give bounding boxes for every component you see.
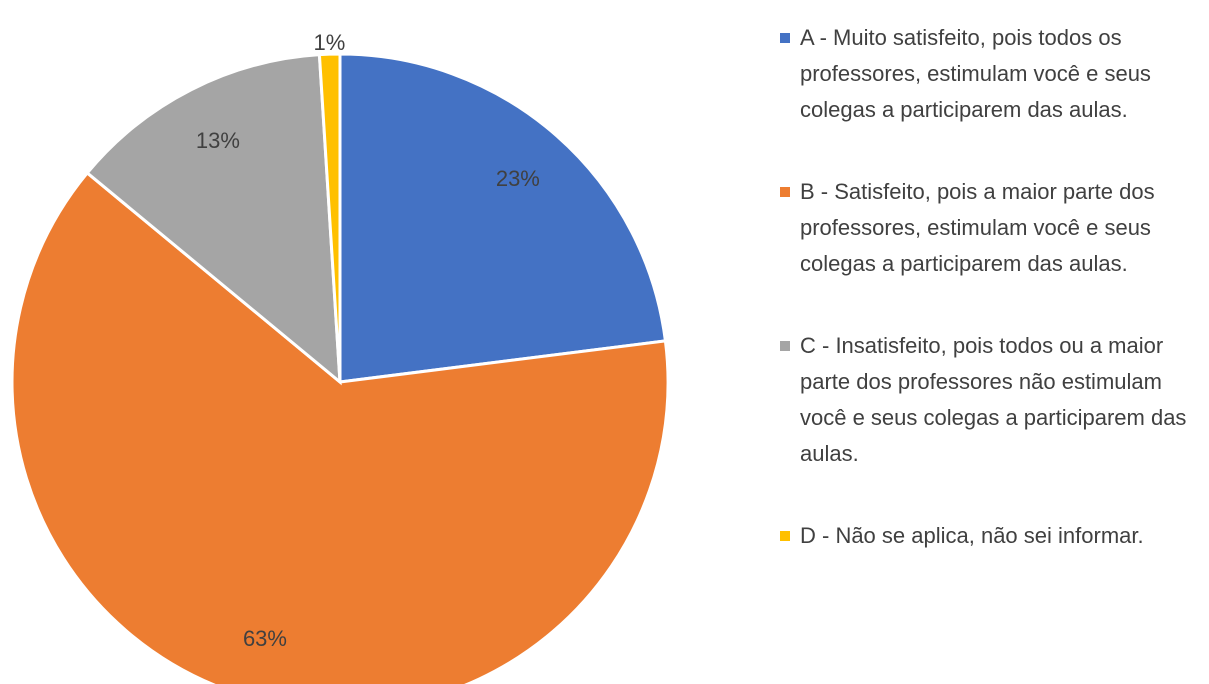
pie-slice xyxy=(338,52,668,384)
data-label: 23% xyxy=(496,166,540,191)
legend-marker xyxy=(780,341,790,351)
legend: A - Muito satisfeito, pois todos os prof… xyxy=(778,20,1198,600)
legend-marker xyxy=(780,33,790,43)
legend-item: B - Satisfeito, pois a maior parte dos p… xyxy=(778,174,1190,282)
data-label: 63% xyxy=(243,626,287,651)
legend-label: D - Não se aplica, não sei informar. xyxy=(800,523,1144,548)
legend-label: C - Insatisfeito, pois todos ou a maior … xyxy=(800,333,1187,466)
legend-marker xyxy=(780,187,790,197)
legend-label: B - Satisfeito, pois a maior parte dos p… xyxy=(800,179,1155,276)
data-label: 1% xyxy=(313,30,345,55)
legend-item: A - Muito satisfeito, pois todos os prof… xyxy=(778,20,1190,128)
pie-slice xyxy=(85,53,342,386)
data-label: 13% xyxy=(196,128,240,153)
pie-slice xyxy=(317,52,342,383)
legend-item: D - Não se aplica, não sei informar. xyxy=(778,518,1190,554)
legend-item: C - Insatisfeito, pois todos ou a maior … xyxy=(778,328,1190,472)
pie-slice xyxy=(10,170,670,684)
legend-marker xyxy=(780,531,790,541)
legend-label: A - Muito satisfeito, pois todos os prof… xyxy=(800,25,1151,122)
